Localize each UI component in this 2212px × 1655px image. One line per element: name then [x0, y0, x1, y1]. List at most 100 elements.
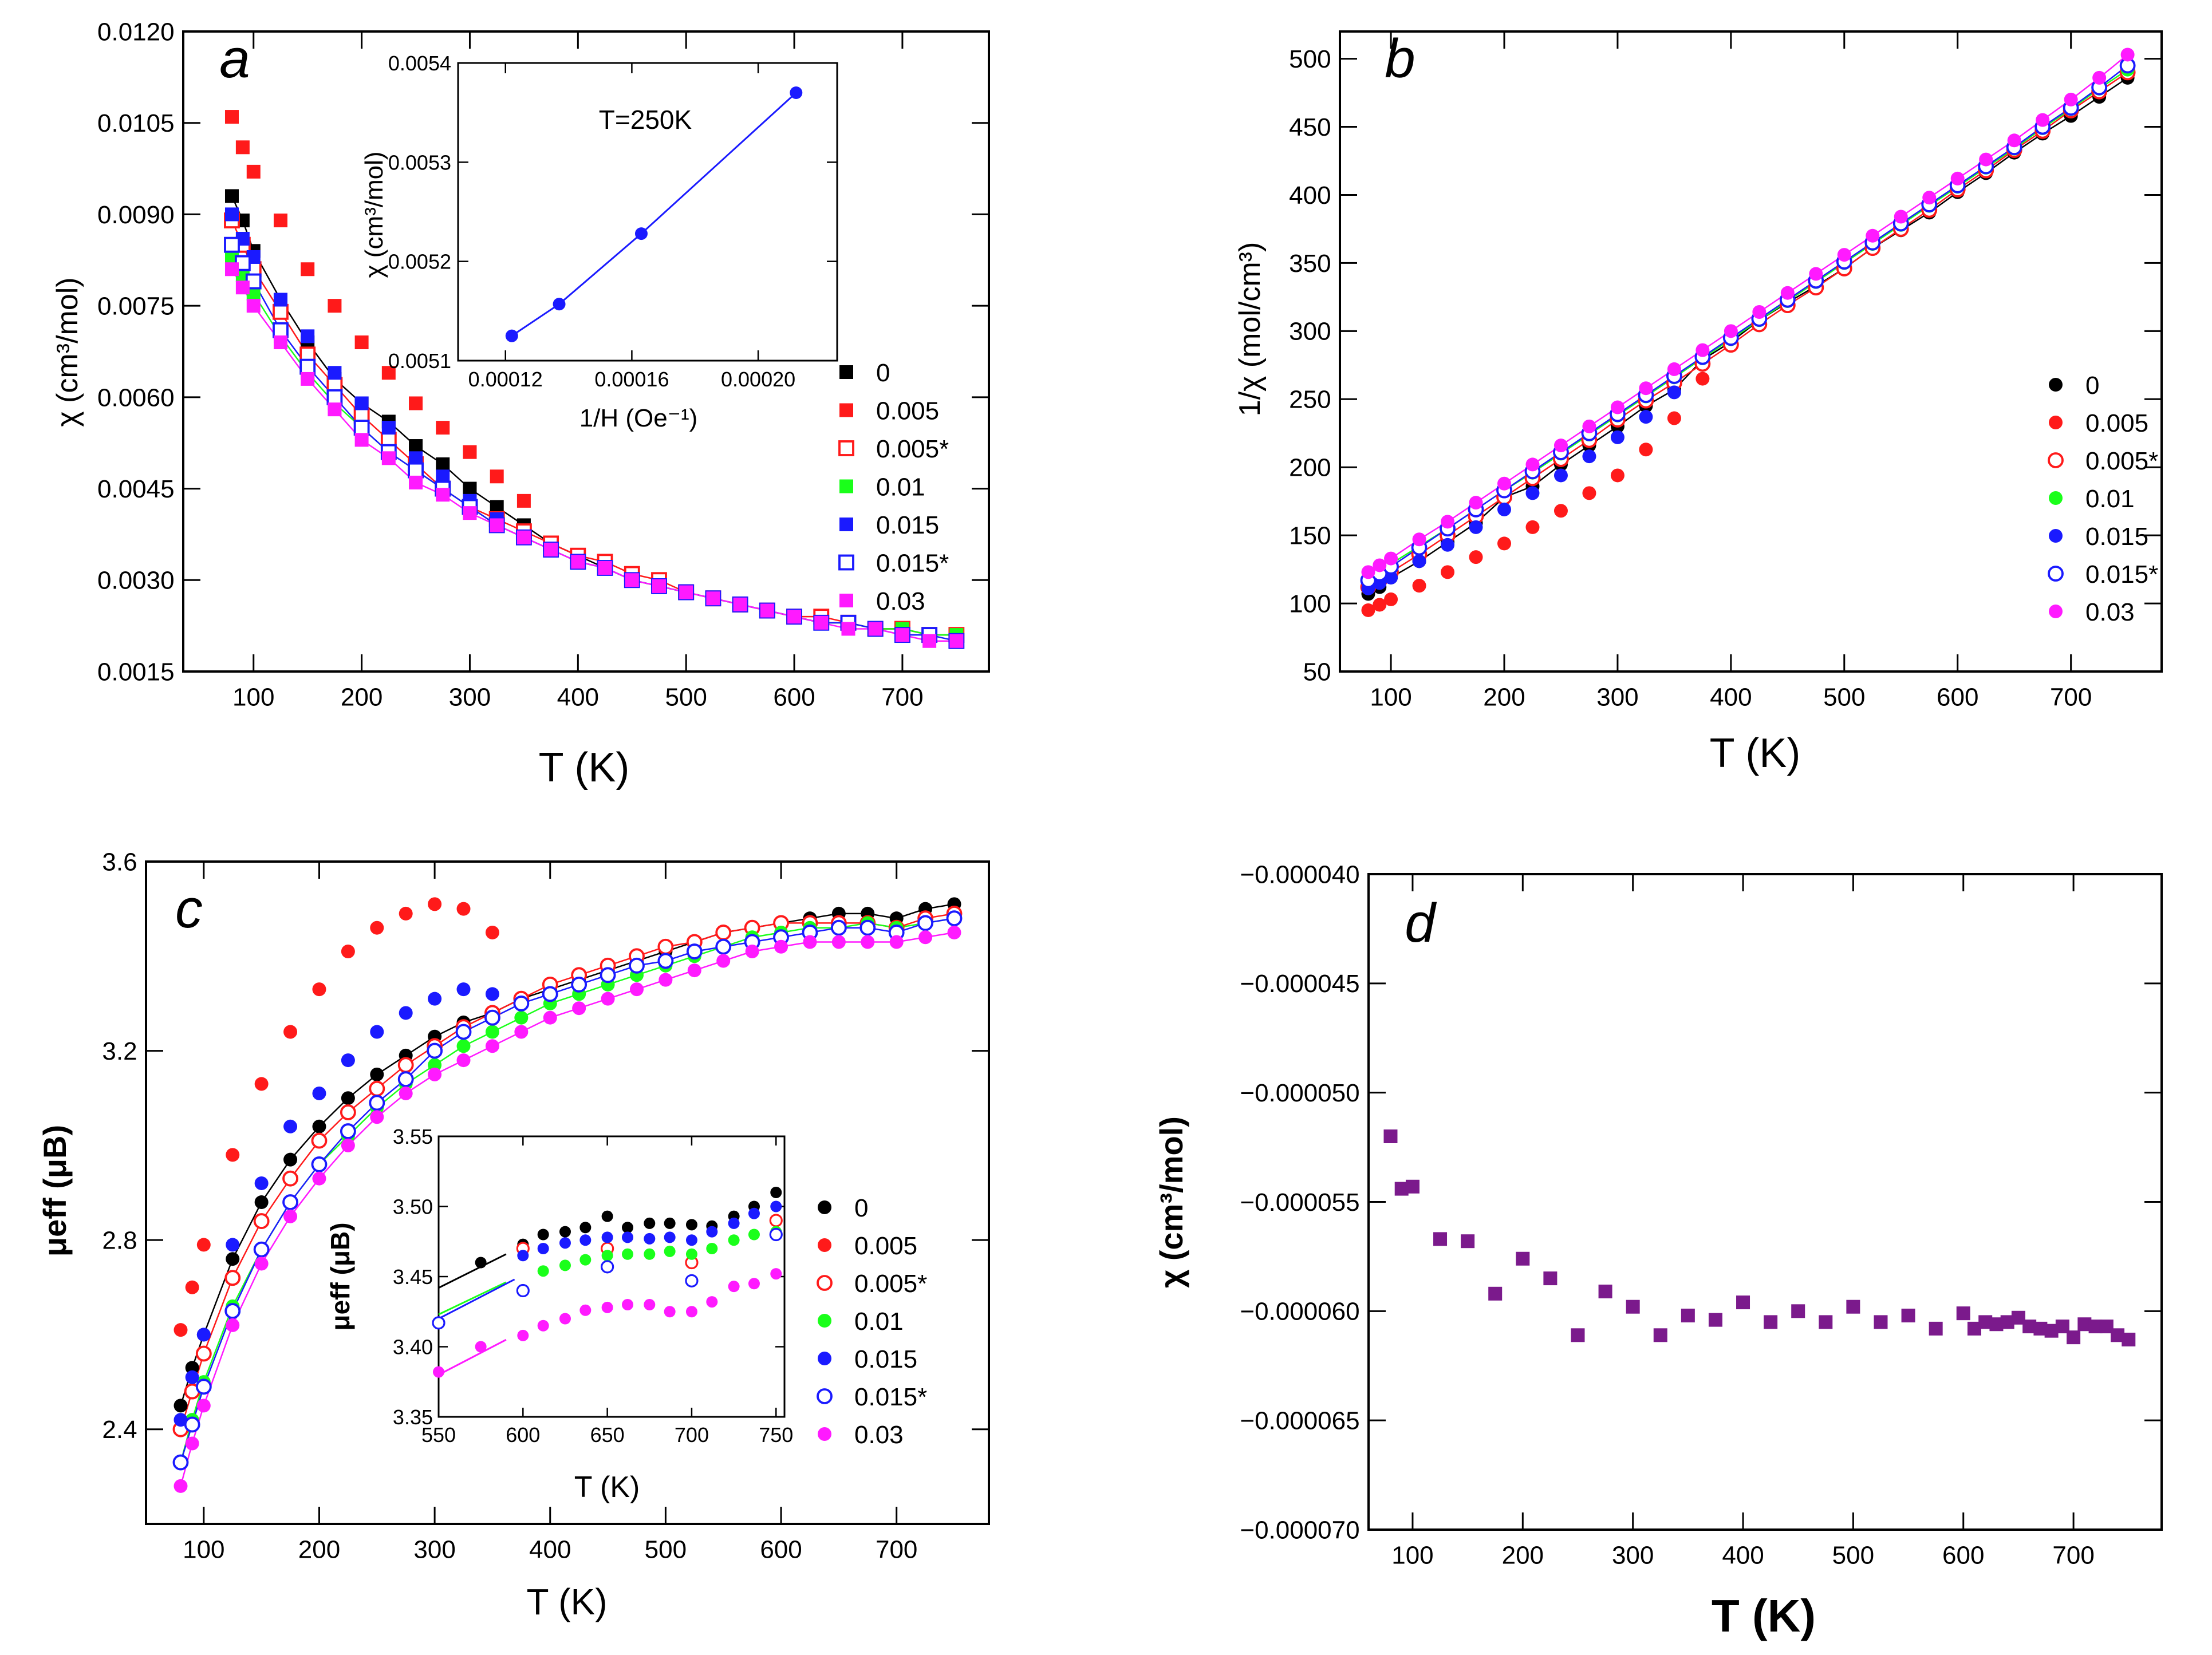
data-point [381, 421, 396, 435]
data-point [195, 1378, 212, 1395]
data-point [2122, 1332, 2136, 1346]
fit-line [438, 1281, 507, 1316]
data-point [485, 1039, 499, 1053]
data-point [1469, 550, 1483, 564]
data-point [1361, 565, 1375, 579]
data-point [185, 1370, 199, 1384]
data-point [353, 420, 370, 436]
data-point [226, 1318, 240, 1332]
panel-label: c [175, 878, 203, 939]
data-point [621, 1222, 633, 1234]
data-point [283, 1025, 298, 1039]
data-point [579, 1254, 592, 1266]
data-point [1696, 372, 1710, 386]
data-point [490, 518, 504, 532]
data-point [715, 938, 732, 955]
data-point [354, 396, 369, 410]
data-point [254, 1176, 269, 1190]
data-point [1525, 520, 1540, 534]
data-point [601, 1250, 613, 1262]
y-tick-label: 50 [1303, 658, 1331, 686]
data-point [433, 1366, 444, 1378]
x-tick-label: 200 [341, 683, 383, 711]
data-point [1405, 1179, 1420, 1194]
legend-label: 0.005* [854, 1270, 927, 1298]
y-tick-label: 3.40 [393, 1336, 433, 1359]
legend-label: 0.005* [2085, 447, 2158, 475]
x-tick-label: 600 [773, 683, 815, 711]
legend-marker [839, 479, 853, 493]
data-point [517, 1329, 529, 1341]
y-tick-label: 0.0045 [97, 475, 175, 503]
data-point [463, 481, 477, 496]
legend-marker [818, 1200, 831, 1214]
legend-marker [817, 1388, 833, 1404]
y-tick-label: 0.0054 [388, 52, 451, 75]
data-point [301, 262, 315, 277]
data-point [246, 299, 261, 313]
data-point [172, 1454, 189, 1471]
data-point [1724, 324, 1738, 338]
data-point [949, 634, 964, 648]
data-point [463, 506, 477, 520]
data-point [273, 322, 289, 338]
x-tick-label: 200 [1483, 683, 1525, 711]
data-point [328, 402, 342, 417]
data-point [830, 919, 847, 936]
data-point [328, 299, 342, 313]
data-point [2120, 48, 2135, 62]
y-tick-label: −0.000040 [1240, 860, 1359, 888]
data-point [868, 622, 882, 636]
data-point [1488, 1286, 1503, 1301]
data-point [1639, 381, 1653, 396]
data-point [224, 1303, 241, 1320]
data-point [664, 1217, 676, 1229]
y-axis-label: χ (cm³/mol) [51, 277, 84, 426]
data-point [537, 1243, 549, 1254]
y-tick-label: 0.0075 [97, 293, 175, 321]
data-point [370, 1067, 384, 1081]
data-point [947, 925, 961, 939]
data-point [861, 935, 875, 949]
data-point [341, 1091, 355, 1105]
data-point [340, 1104, 356, 1120]
data-point [787, 610, 802, 624]
y-tick-label: 3.55 [393, 1125, 433, 1148]
data-point [456, 1053, 471, 1068]
data-point [369, 1095, 385, 1111]
data-point [685, 1306, 697, 1318]
data-point [427, 1042, 443, 1059]
data-point [579, 1222, 592, 1234]
x-tick-label: 500 [1823, 683, 1865, 711]
data-point [370, 1110, 384, 1124]
x-tick-label: 400 [1710, 683, 1752, 711]
y-tick-label: 250 [1289, 386, 1331, 414]
data-point [1361, 603, 1375, 617]
y-tick-label: 3.2 [102, 1037, 137, 1065]
data-point [769, 1214, 783, 1227]
data-point [399, 906, 413, 921]
inset-annotation: T=250K [599, 105, 692, 135]
legend-label: 0.015 [854, 1345, 917, 1373]
data-point [790, 86, 803, 99]
legend-marker [839, 403, 853, 417]
x-tick-label: 550 [421, 1423, 456, 1447]
data-point [600, 967, 616, 983]
legend-label: 0 [876, 359, 890, 387]
y-tick-label: 2.8 [102, 1227, 137, 1255]
legend-label: 0.015* [2085, 560, 2158, 588]
data-point [2007, 133, 2021, 148]
data-point [485, 925, 499, 939]
y-tick-label: 3.50 [393, 1195, 433, 1219]
data-point [2064, 92, 2078, 106]
legend-marker [818, 1238, 831, 1252]
data-point [409, 439, 423, 453]
data-point [1956, 1306, 1970, 1321]
x-tick-label: 0.00012 [468, 368, 543, 391]
legend-marker [2049, 605, 2063, 618]
data-point [235, 281, 250, 295]
data-point [312, 1119, 326, 1133]
data-point [1469, 496, 1483, 510]
legend-marker [2048, 566, 2064, 582]
data-point [341, 1053, 355, 1068]
